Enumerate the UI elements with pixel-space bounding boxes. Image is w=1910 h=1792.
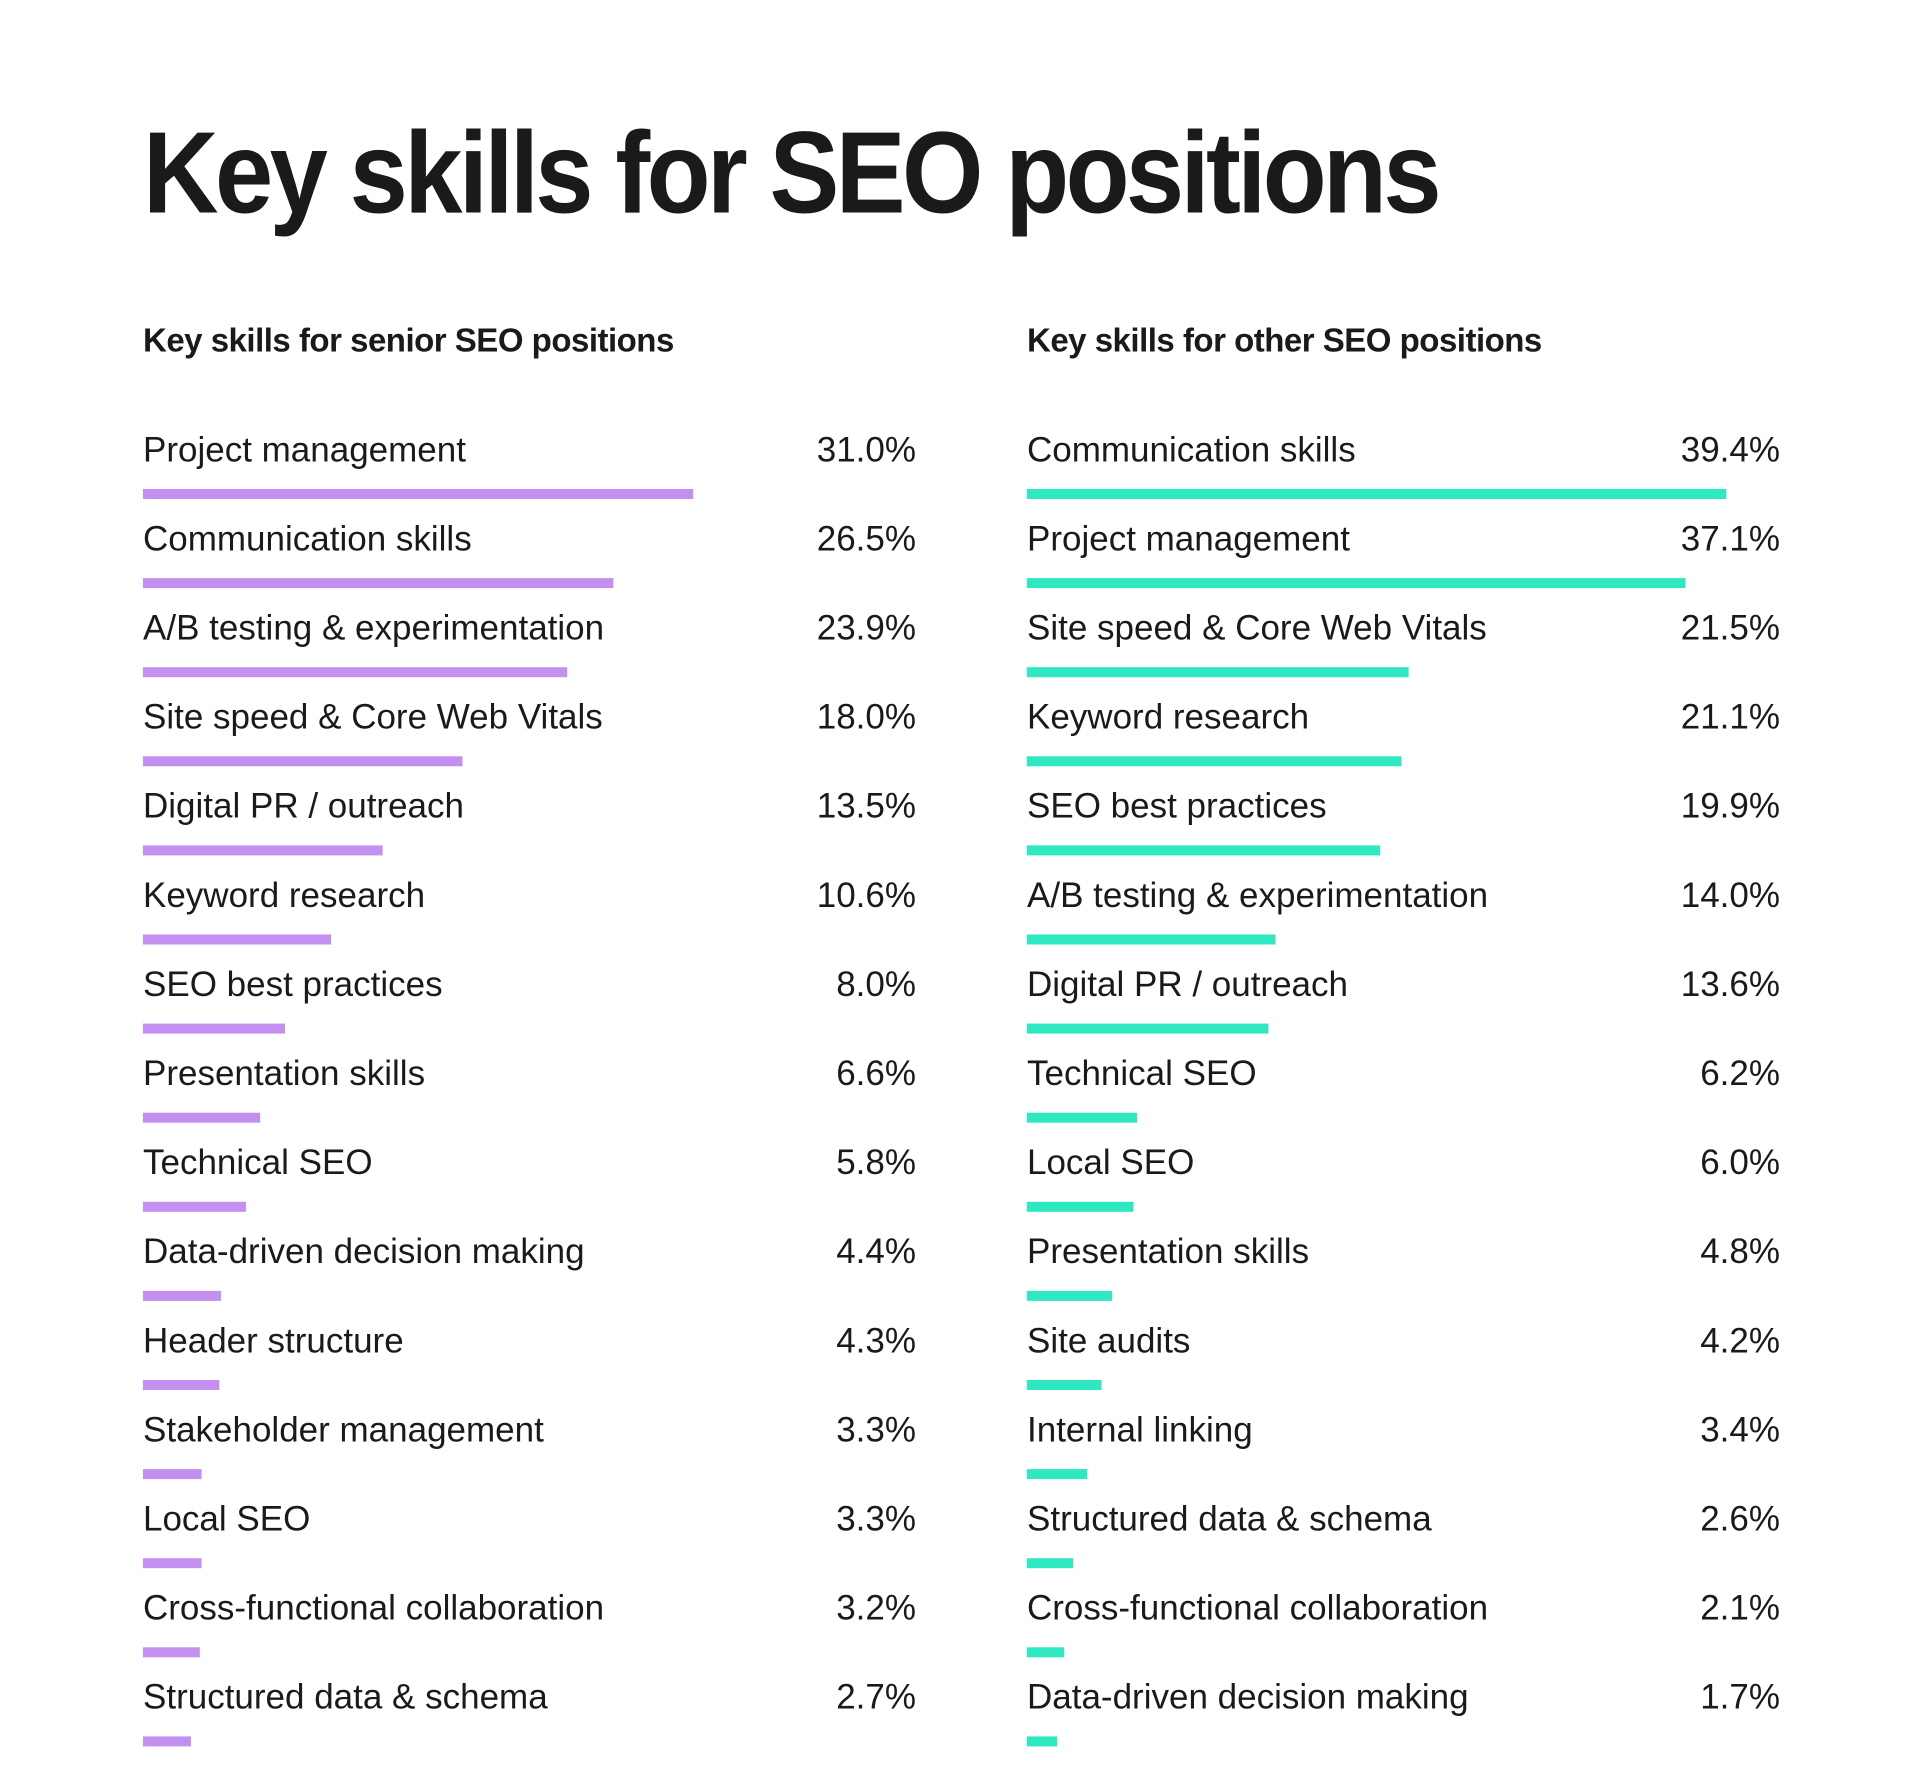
bar [143,1558,202,1569]
bar [143,1112,261,1123]
value-label: 4.3% [836,1321,916,1360]
category-label: Data-driven decision making [1027,1678,1469,1717]
category-label: Data-driven decision making [143,1232,585,1271]
bar [1027,845,1381,856]
value-label: 14.0% [1681,876,1780,915]
category-label: SEO best practices [143,965,443,1004]
category-label: Project management [1027,519,1350,558]
bar [143,1736,191,1747]
page-title: Key skills for SEO positions [143,108,1438,238]
bar [143,1201,246,1212]
value-label: 6.6% [836,1054,916,1093]
category-label: SEO best practices [1027,787,1327,826]
category-label: Technical SEO [1027,1054,1257,1093]
category-label: Technical SEO [143,1143,373,1182]
bar [143,489,694,499]
bar [1027,489,1727,499]
bar [1027,1558,1074,1569]
value-label: 23.9% [817,608,916,647]
category-label: Keyword research [1027,698,1309,737]
value-label: 8.0% [836,965,916,1004]
bar [143,1380,220,1390]
value-label: 3.2% [836,1589,916,1628]
value-label: 4.2% [1700,1321,1780,1360]
bar [1027,934,1276,945]
value-label: 3.3% [836,1499,916,1538]
value-label: 18.0% [817,698,916,737]
bar [143,845,383,856]
value-label: 19.9% [1681,787,1780,826]
bar [1027,1469,1088,1480]
bar [1027,667,1409,678]
category-label: Cross-functional collaboration [1027,1589,1488,1628]
category-label: Communication skills [143,519,472,558]
category-label: Internal linking [1027,1410,1253,1449]
value-label: 31.0% [817,430,916,469]
value-label: 2.7% [836,1678,916,1717]
category-label: Structured data & schema [143,1678,548,1717]
value-label: 4.4% [836,1232,916,1271]
bar [1027,1380,1102,1390]
bar [1027,1647,1065,1658]
value-label: 37.1% [1681,519,1780,558]
category-label: Local SEO [1027,1143,1194,1182]
value-label: 6.0% [1700,1143,1780,1182]
category-label: Site speed & Core Web Vitals [143,698,603,737]
category-label: A/B testing & experimentation [1027,876,1488,915]
bar [1027,1290,1113,1301]
value-label: 2.6% [1700,1499,1780,1538]
bar [143,667,568,678]
category-label: Site audits [1027,1321,1190,1360]
value-label: 39.4% [1681,430,1780,469]
value-label: 10.6% [817,876,916,915]
bar [1027,1736,1058,1747]
bar [143,1290,222,1301]
category-label: A/B testing & experimentation [143,608,604,647]
value-label: 3.3% [836,1410,916,1449]
bar [1027,756,1402,767]
category-label: Site speed & Core Web Vitals [1027,608,1487,647]
value-label: 1.7% [1700,1678,1780,1717]
bar [143,756,463,767]
chart-subtitle: Key skills for senior SEO positions [143,322,674,359]
value-label: 4.8% [1700,1232,1780,1271]
bar [143,1469,202,1480]
value-label: 5.8% [836,1143,916,1182]
bar [143,934,332,945]
category-label: Presentation skills [1027,1232,1309,1271]
bar [143,578,614,589]
value-label: 6.2% [1700,1054,1780,1093]
category-label: Digital PR / outreach [1027,965,1348,1004]
category-label: Presentation skills [143,1054,425,1093]
category-label: Keyword research [143,876,425,915]
chart-subtitle: Key skills for other SEO positions [1027,322,1542,359]
category-label: Header structure [143,1321,404,1360]
value-label: 26.5% [817,519,916,558]
bar [143,1647,200,1658]
value-label: 13.6% [1681,965,1780,1004]
value-label: 21.5% [1681,608,1780,647]
category-label: Digital PR / outreach [143,787,464,826]
category-label: Project management [143,430,466,469]
category-label: Local SEO [143,1499,310,1538]
category-label: Cross-functional collaboration [143,1589,604,1628]
value-label: 2.1% [1700,1589,1780,1628]
value-label: 21.1% [1681,698,1780,737]
bar [1027,1023,1269,1034]
category-label: Structured data & schema [1027,1499,1432,1538]
bar [143,1023,285,1034]
bar [1027,1201,1134,1212]
bar [1027,1112,1138,1123]
category-label: Communication skills [1027,430,1356,469]
category-label: Stakeholder management [143,1410,544,1449]
value-label: 3.4% [1700,1410,1780,1449]
value-label: 13.5% [817,787,916,826]
bar [1027,578,1686,589]
